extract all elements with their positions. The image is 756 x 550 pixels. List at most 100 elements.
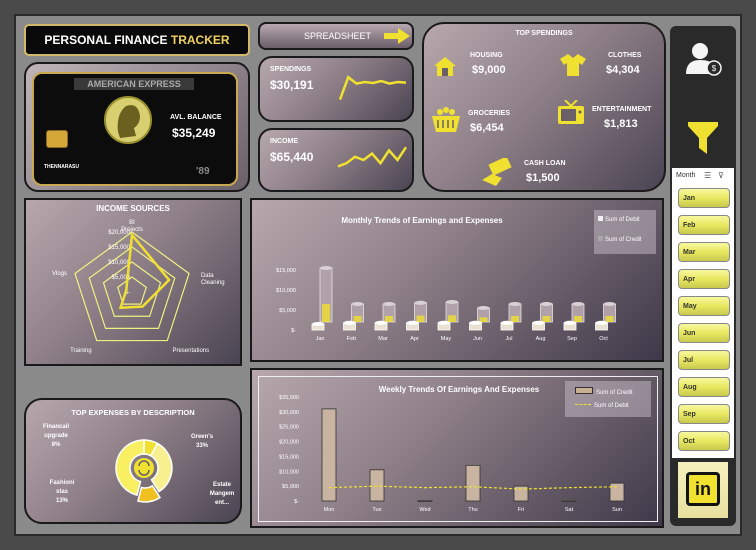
spreadsheet-button[interactable]: SPREADSHEET bbox=[258, 22, 414, 50]
monthly-xtick: Jun bbox=[473, 336, 482, 342]
spendings-card: SPENDINGS $30,191 bbox=[258, 56, 414, 122]
slicer-item-jan[interactable]: Jan bbox=[678, 188, 730, 208]
slicer-item-mar[interactable]: Mar bbox=[678, 242, 730, 262]
slicer-item-oct[interactable]: Oct bbox=[678, 431, 730, 451]
income-sparkline bbox=[337, 146, 408, 168]
slicer-item-jun[interactable]: Jun bbox=[678, 323, 730, 343]
multiselect-icon[interactable]: ☰ bbox=[704, 171, 712, 180]
slicer-item-apr[interactable]: Apr bbox=[678, 269, 730, 289]
clothes-label: CLOTHES bbox=[608, 52, 642, 59]
clear-filter-icon[interactable]: ⊽ bbox=[718, 171, 724, 180]
weekly-xtick: Sun bbox=[612, 507, 622, 513]
donut-pct: 8% bbox=[52, 442, 61, 448]
svg-text:$: $ bbox=[712, 64, 717, 73]
income-label: INCOME bbox=[270, 138, 298, 145]
linkedin-icon[interactable]: in bbox=[678, 462, 728, 518]
monthly-debit-cap bbox=[595, 320, 608, 325]
monthly-xtick: Feb bbox=[347, 336, 356, 342]
radar-axis-label: Cleaning bbox=[201, 280, 225, 286]
monthly-ytick: $10,000 bbox=[276, 288, 296, 294]
donut-slice bbox=[149, 442, 173, 493]
monthly-ytick: $- bbox=[291, 328, 296, 334]
cash-hand-icon bbox=[482, 158, 512, 186]
weekly-debit-line bbox=[328, 485, 618, 490]
radar-grid-ring bbox=[102, 261, 162, 317]
weekly-ytick: $15,000 bbox=[279, 454, 299, 460]
monthly-credit-cap bbox=[414, 300, 427, 305]
income-card: INCOME $65,440 bbox=[258, 128, 414, 192]
weekly-credit-bar bbox=[321, 408, 337, 502]
filter-icon[interactable] bbox=[688, 122, 718, 154]
tv-icon bbox=[558, 100, 584, 124]
monthly-credit-fill bbox=[416, 315, 425, 322]
monthly-credit-cap bbox=[603, 302, 616, 306]
weekly-credit-bar bbox=[465, 464, 481, 502]
monthly-xtick: Oct bbox=[599, 336, 608, 342]
expenses-donut-chart: Financail upgrade 8% Green's 33% Fashioni stas… bbox=[43, 424, 234, 506]
spendings-sparkline bbox=[338, 75, 407, 101]
radar-grid-ring bbox=[117, 276, 147, 305]
groceries-value: $6,454 bbox=[470, 122, 504, 134]
monthly-debit-cap bbox=[375, 320, 387, 325]
weekly-ytick: $10,000 bbox=[279, 469, 299, 475]
monthly-credit-fill bbox=[511, 316, 519, 322]
monthly-xtick: Apr bbox=[410, 336, 419, 342]
weekly-credit-bar bbox=[609, 482, 625, 502]
monthly-credit-fill bbox=[385, 316, 393, 322]
weekly-xtick: Thu bbox=[468, 507, 477, 513]
right-sidebar: $ Month ☰ ⊽ Jan Feb Mar Apr May Jun Jul … bbox=[670, 26, 736, 526]
monthly-xtick: May bbox=[441, 336, 452, 342]
weekly-legend: Sum of Credit Sum of Debit bbox=[565, 381, 651, 417]
monthly-xtick: Jul bbox=[505, 336, 512, 342]
sparkline-path bbox=[338, 75, 407, 101]
weekly-ytick: $5,000 bbox=[282, 484, 299, 490]
weekly-ytick: $20,000 bbox=[279, 440, 299, 446]
monthly-credit-cap bbox=[477, 306, 490, 310]
slicer-item-may[interactable]: May bbox=[678, 296, 730, 316]
weekly-trends-panel: Weekly Trends Of Earnings And Expenses S… bbox=[250, 368, 664, 528]
radar-axis-label: Projects bbox=[121, 227, 143, 233]
income-value: $65,440 bbox=[270, 150, 314, 164]
housing-label: HOUSING bbox=[470, 52, 503, 59]
basket-icon bbox=[432, 107, 460, 132]
monthly-credit-cap bbox=[383, 302, 395, 306]
weekly-credit-bar bbox=[513, 485, 529, 502]
spreadsheet-label: SPREADSHEET bbox=[304, 31, 372, 41]
slicer-item-aug[interactable]: Aug bbox=[678, 377, 730, 397]
monthly-legend-credit-label: Sum of Credit bbox=[605, 237, 642, 243]
monthly-credit-fill bbox=[605, 316, 614, 322]
weekly-ytick: $30,000 bbox=[279, 410, 299, 416]
house-icon bbox=[434, 57, 456, 76]
weekly-ytick: $25,000 bbox=[279, 425, 299, 431]
radar-tick-label: $20,000 bbox=[108, 230, 130, 236]
radar-series bbox=[118, 231, 171, 310]
monthly-xtick: Jan bbox=[316, 336, 325, 342]
slicer-item-feb[interactable]: Feb bbox=[678, 215, 730, 235]
monthly-credit-fill bbox=[353, 316, 362, 322]
card-year: '89 bbox=[196, 166, 210, 177]
weekly-legend-credit-label: Sum of Credit bbox=[596, 390, 633, 396]
monthly-trends-title: Monthly Trends of Earnings and Expenses bbox=[341, 216, 503, 225]
donut-label: upgrade bbox=[44, 433, 68, 439]
slicer-item-jul[interactable]: Jul bbox=[678, 350, 730, 370]
centurion-icon bbox=[104, 96, 152, 144]
donut-pct: 33% bbox=[196, 443, 209, 449]
card-holder: THENNARASU bbox=[44, 164, 79, 170]
slicer-title: Month bbox=[676, 172, 696, 179]
user-money-icon[interactable]: $ bbox=[686, 42, 722, 76]
slicer-item-sep[interactable]: Sep bbox=[678, 404, 730, 424]
monthly-xtick: Aug bbox=[536, 336, 546, 342]
monthly-bar-chart: $- $5,000 $10,000 $15,000 Jan Feb Mar Apr May Jun… bbox=[276, 266, 616, 342]
monthly-credit-cap bbox=[351, 302, 364, 306]
month-slicer: Month ☰ ⊽ Jan Feb Mar Apr May Jun Jul Au… bbox=[672, 168, 734, 458]
monthly-credit-cap bbox=[446, 300, 458, 304]
weekly-legend-credit: Sum of Credit bbox=[575, 387, 633, 396]
weekly-credit-bar bbox=[417, 500, 433, 502]
monthly-debit-cap bbox=[438, 320, 450, 325]
balance-label: AVL. BALANCE bbox=[170, 114, 222, 121]
monthly-credit-cap bbox=[320, 266, 332, 270]
weekly-credit-bar bbox=[369, 469, 385, 502]
cashloan-value: $1,500 bbox=[526, 172, 560, 184]
top-spendings-title: TOP SPENDINGS bbox=[515, 30, 573, 37]
income-sources-panel: INCOME SOURCES $- $5,000 $10,000 $15,000 $20… bbox=[24, 198, 242, 366]
